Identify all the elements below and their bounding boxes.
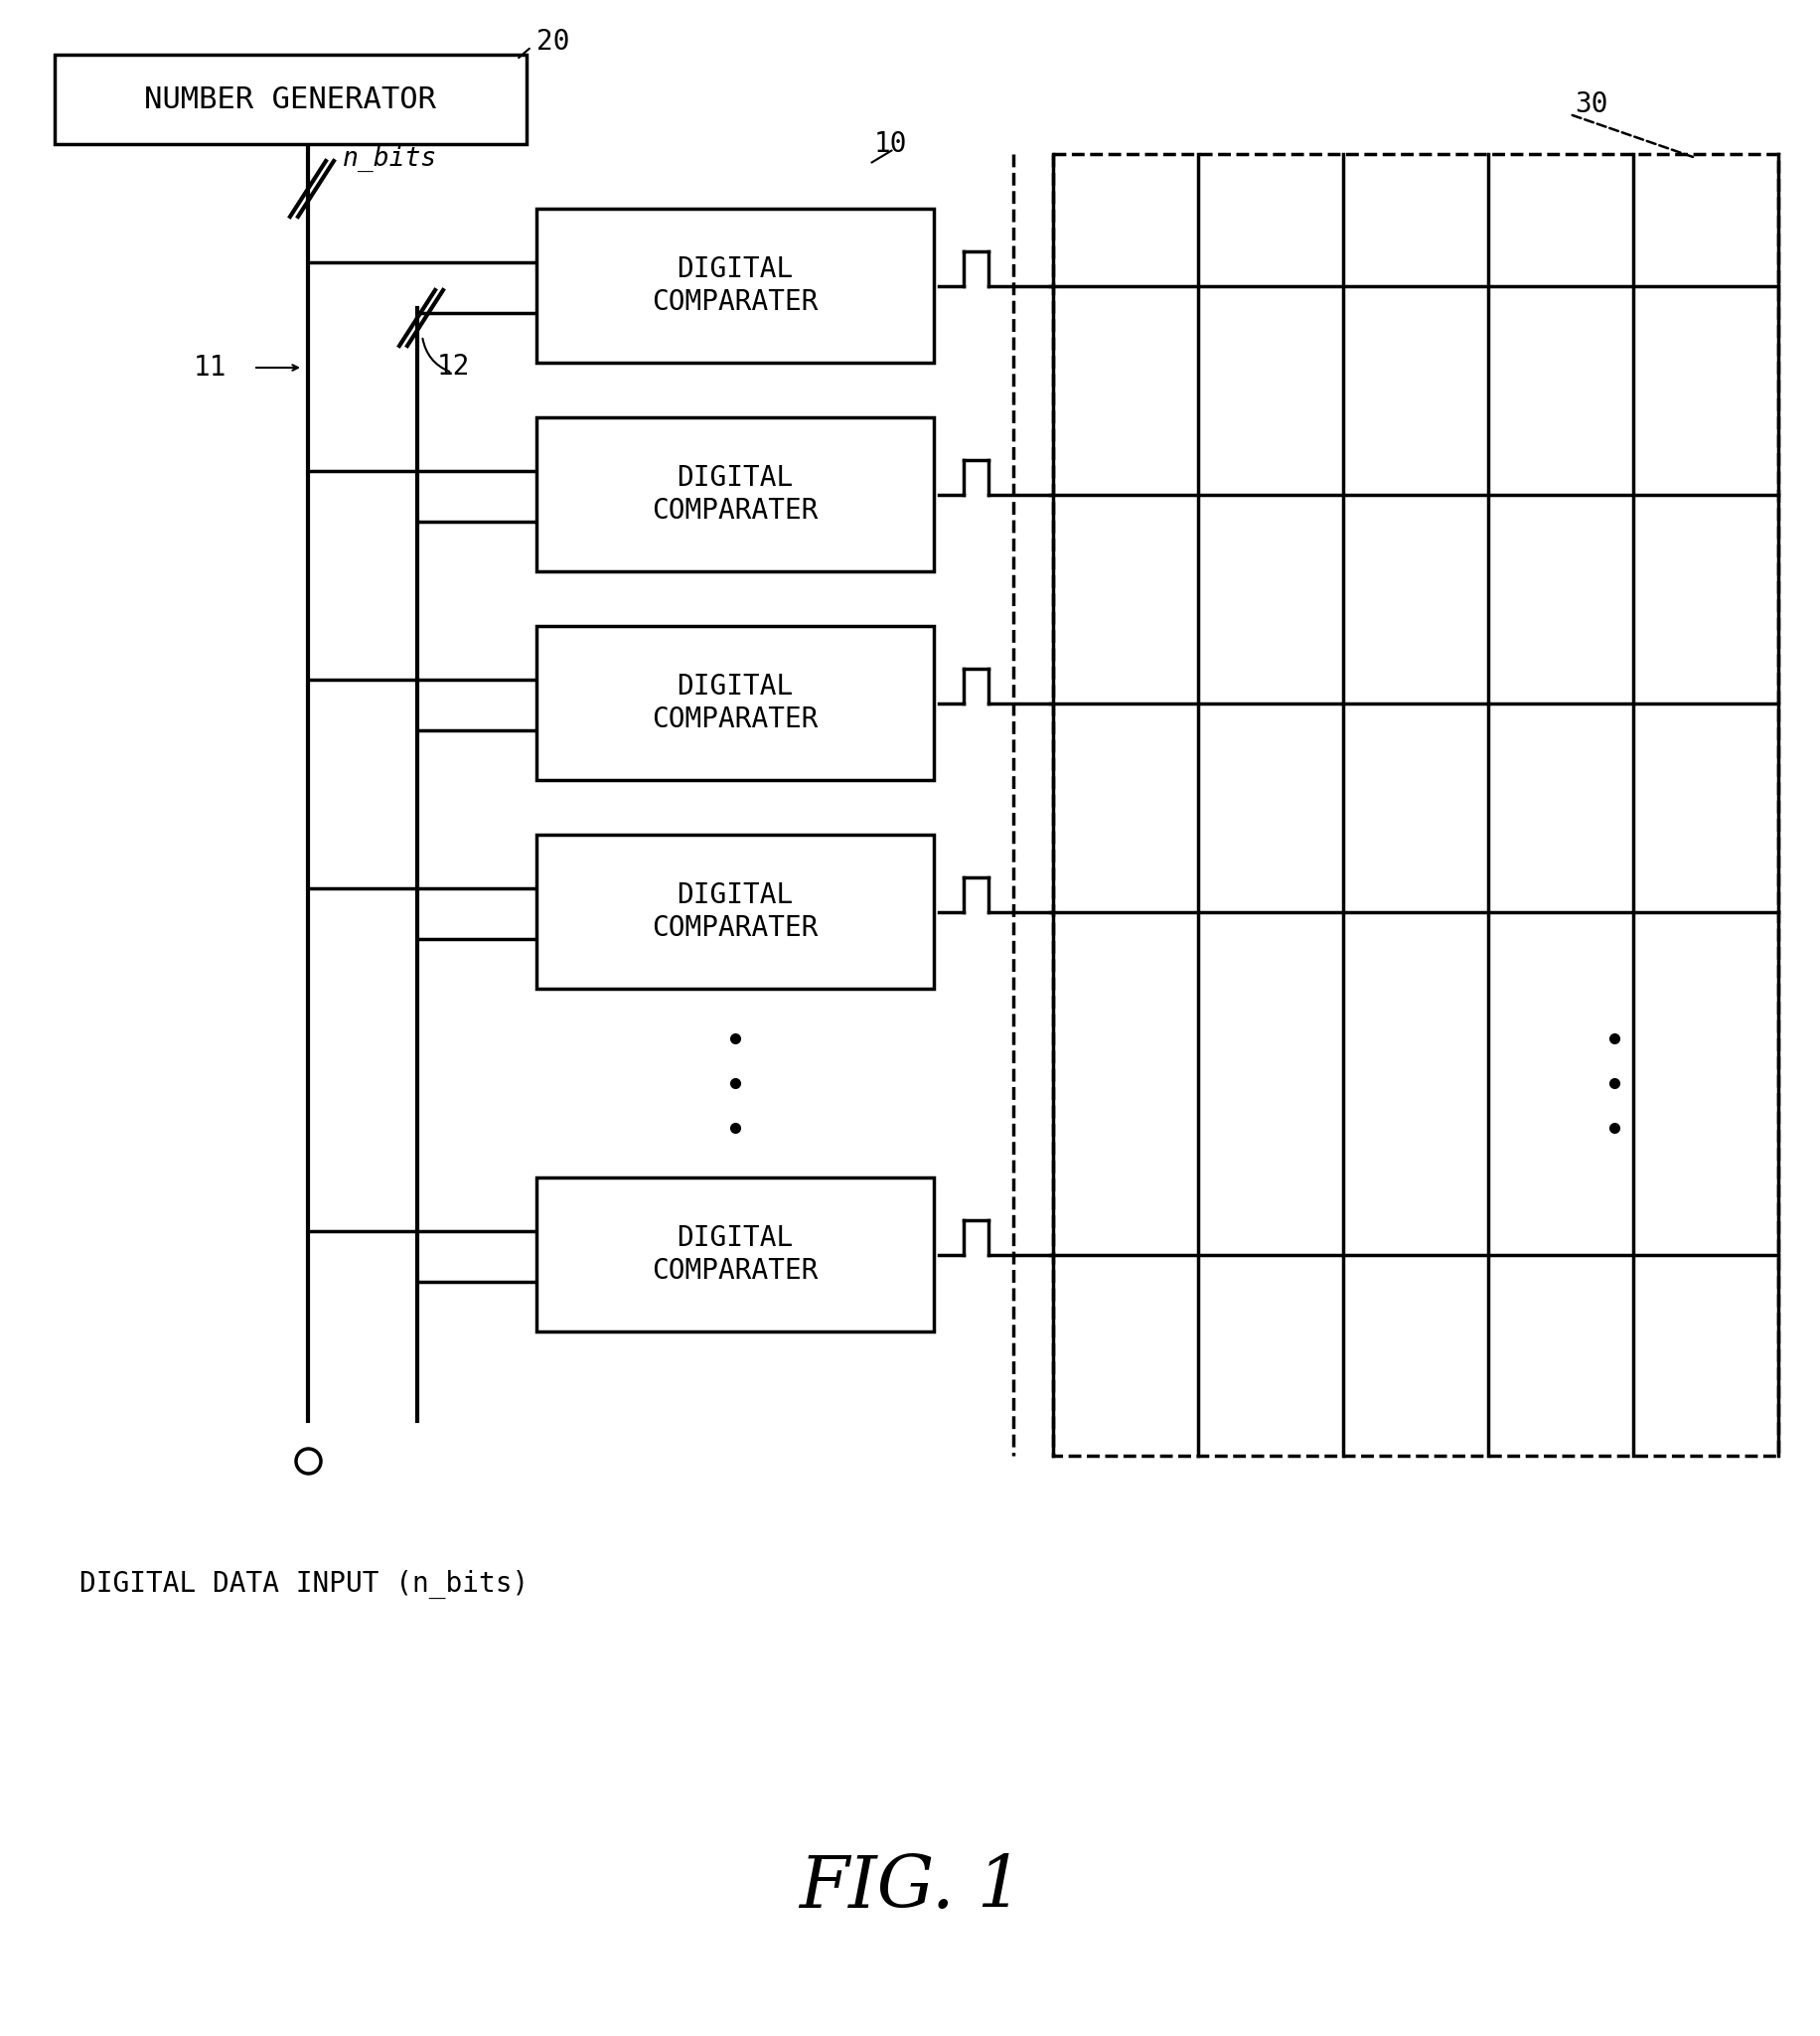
Bar xyxy=(1052,155,1778,1456)
Bar xyxy=(537,417,934,572)
Bar xyxy=(537,208,934,362)
Text: n_bits: n_bits xyxy=(342,147,437,171)
Text: 12: 12 xyxy=(437,352,470,381)
Text: 30: 30 xyxy=(1574,90,1607,118)
Text: DIGITAL
COMPARATER: DIGITAL COMPARATER xyxy=(652,464,817,525)
Bar xyxy=(537,1177,934,1332)
Text: DIGITAL
COMPARATER: DIGITAL COMPARATER xyxy=(652,1224,817,1285)
Text: NUMBER GENERATOR: NUMBER GENERATOR xyxy=(144,86,437,114)
Text: DIGITAL
COMPARATER: DIGITAL COMPARATER xyxy=(652,882,817,943)
Bar xyxy=(55,55,526,145)
Text: 10: 10 xyxy=(874,130,906,159)
Bar xyxy=(537,625,934,780)
Text: DIGITAL
COMPARATER: DIGITAL COMPARATER xyxy=(652,257,817,316)
Text: FIG. 1: FIG. 1 xyxy=(797,1853,1023,1922)
Text: DIGITAL
COMPARATER: DIGITAL COMPARATER xyxy=(652,674,817,733)
Text: DIGITAL DATA INPUT (n_bits): DIGITAL DATA INPUT (n_bits) xyxy=(80,1570,528,1598)
Bar xyxy=(537,835,934,989)
Text: 11: 11 xyxy=(193,354,228,381)
Text: 20: 20 xyxy=(537,29,570,55)
